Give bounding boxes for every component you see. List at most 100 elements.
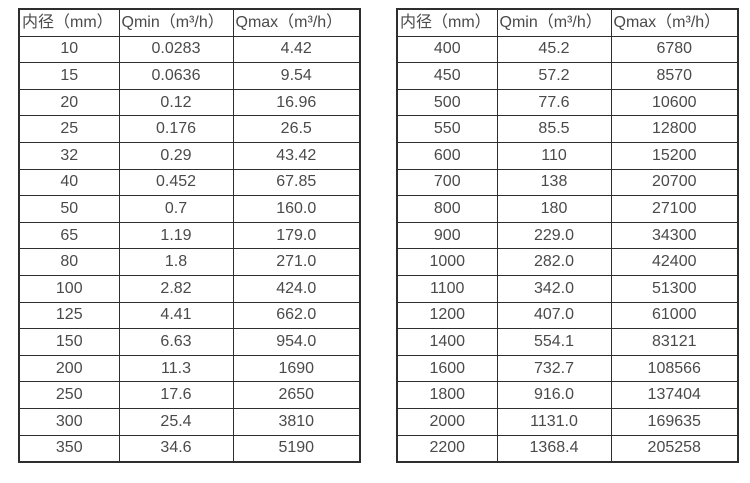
table-row: 65 1.19 179.0 [18,221,361,250]
table-cell: 108566 [610,354,739,383]
table-cell: 20700 [610,168,739,197]
table-row: 1800 916.0 137404 [396,381,739,409]
table-cell: 50 [18,195,120,223]
table-cell: 200 [18,354,120,383]
table-row: 1000 282.0 42400 [396,248,739,276]
table-row: 600 110 15200 [396,141,739,170]
column-header-qmin: Qmin（m³/h） [496,8,612,37]
table-cell: 85.5 [496,115,612,143]
table-cell: 300 [18,407,120,436]
table-cell: 732.7 [496,354,612,383]
table-row: 20 0.12 16.96 [18,88,361,117]
table-cell: 450 [396,62,498,90]
table-cell: 1.8 [118,248,234,276]
table-cell: 20 [18,88,120,117]
table-cell: 1400 [396,328,498,356]
table-row: 50 0.7 160.0 [18,195,361,223]
table-row: 40 0.452 67.85 [18,168,361,197]
table-row: 10 0.0283 4.42 [18,35,361,64]
table-cell: 600 [396,141,498,170]
table-cell: 77.6 [496,88,612,117]
table-cell: 3810 [232,407,361,436]
table-cell: 160.0 [232,195,361,223]
table-cell: 550 [396,115,498,143]
table-cell: 1690 [232,354,361,383]
table-cell: 282.0 [496,248,612,276]
table-row: 350 34.6 5190 [18,434,361,463]
table-cell: 83121 [610,328,739,356]
column-header-qmax: Qmax（m³/h） [610,8,739,37]
table-cell: 9.54 [232,62,361,90]
table-cell: 342.0 [496,274,612,303]
table-cell: 916.0 [496,381,612,409]
table-cell: 0.29 [118,141,234,170]
table-cell: 169635 [610,407,739,436]
table-body: 10 0.0283 4.42 15 0.0636 9.54 20 0.12 16.96 25 0.1… [18,35,361,463]
table-cell: 80 [18,248,120,276]
table-cell: 2650 [232,381,361,409]
table-row: 150 6.63 954.0 [18,328,361,356]
table-cell: 700 [396,168,498,197]
table-cell: 407.0 [496,301,612,330]
table-cell: 2200 [396,434,498,463]
column-header-inner-diameter: 内径（mm） [18,8,120,37]
table-cell: 125 [18,301,120,330]
table-cell: 137404 [610,381,739,409]
table-cell: 27100 [610,195,739,223]
table-header-row: 内径（mm） Qmin（m³/h） Qmax（m³/h） [18,8,361,37]
table-cell: 2000 [396,407,498,436]
table-cell: 150 [18,328,120,356]
table-cell: 6780 [610,35,739,64]
table-cell: 1000 [396,248,498,276]
table-row: 700 138 20700 [396,168,739,197]
table-row: 2200 1368.4 205258 [396,434,739,463]
table-cell: 26.5 [232,115,361,143]
table-row: 25 0.176 26.5 [18,115,361,143]
table-cell: 1131.0 [496,407,612,436]
table-header: 内径（mm） Qmin（m³/h） Qmax（m³/h） [18,8,361,37]
table-cell: 0.12 [118,88,234,117]
table-cell: 0.0636 [118,62,234,90]
table-cell: 250 [18,381,120,409]
table-row: 900 229.0 34300 [396,221,739,250]
table-row: 1100 342.0 51300 [396,274,739,303]
table-cell: 0.452 [118,168,234,197]
table-cell: 800 [396,195,498,223]
table-cell: 10 [18,35,120,64]
table-row: 300 25.4 3810 [18,407,361,436]
table-cell: 8570 [610,62,739,90]
table-cell: 25.4 [118,407,234,436]
table-cell: 954.0 [232,328,361,356]
table-cell: 1600 [396,354,498,383]
table-cell: 180 [496,195,612,223]
flow-table-large-diameters: 内径（mm） Qmin（m³/h） Qmax（m³/h） 400 45.2 6780… [396,8,739,464]
table-row: 550 85.5 12800 [396,115,739,143]
flow-table-small-diameters: 内径（mm） Qmin（m³/h） Qmax（m³/h） 10 0.0283 4.4… [18,8,361,464]
table-cell: 57.2 [496,62,612,90]
table-cell: 424.0 [232,274,361,303]
table-row: 1600 732.7 108566 [396,354,739,383]
table-row: 2000 1131.0 169635 [396,407,739,436]
table-cell: 45.2 [496,35,612,64]
table-row: 15 0.0636 9.54 [18,62,361,90]
table-row: 200 11.3 1690 [18,354,361,383]
table-cell: 0.176 [118,115,234,143]
table-row: 125 4.41 662.0 [18,301,361,330]
table-row: 450 57.2 8570 [396,62,739,90]
table-cell: 34300 [610,221,739,250]
table-cell: 67.85 [232,168,361,197]
table-cell: 42400 [610,248,739,276]
table-cell: 500 [396,88,498,117]
table-cell: 17.6 [118,381,234,409]
table-cell: 4.41 [118,301,234,330]
table-row: 400 45.2 6780 [396,35,739,64]
table-header-row: 内径（mm） Qmin（m³/h） Qmax（m³/h） [396,8,739,37]
table-cell: 15200 [610,141,739,170]
table-row: 1200 407.0 61000 [396,301,739,330]
table-row: 800 180 27100 [396,195,739,223]
table-row: 500 77.6 10600 [396,88,739,117]
table-cell: 1100 [396,274,498,303]
table-cell: 100 [18,274,120,303]
table-cell: 1368.4 [496,434,612,463]
table-cell: 205258 [610,434,739,463]
